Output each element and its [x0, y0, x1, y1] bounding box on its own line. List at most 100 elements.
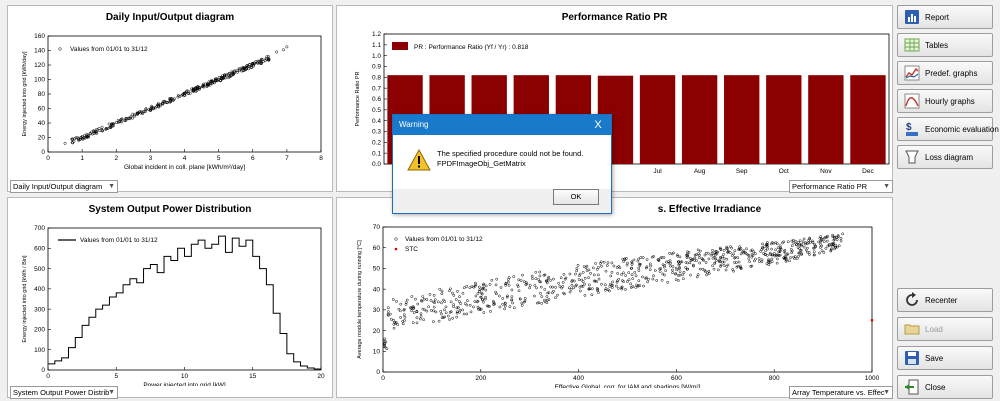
data-point — [724, 268, 728, 272]
data-point — [595, 280, 599, 283]
data-point — [720, 255, 724, 259]
data-point — [462, 286, 466, 290]
data-point — [505, 295, 509, 299]
data-point — [730, 246, 733, 250]
data-point — [785, 258, 788, 262]
data-point — [465, 303, 469, 307]
data-point — [117, 120, 121, 124]
data-point — [632, 258, 636, 262]
data-point — [516, 283, 519, 287]
tables-button[interactable]: Tables — [897, 33, 993, 57]
data-point — [456, 306, 460, 309]
table-icon — [904, 38, 920, 52]
data-point — [479, 296, 483, 299]
data-point — [488, 283, 492, 286]
data-point — [215, 78, 219, 82]
data-point — [545, 295, 549, 298]
dialog-titlebar[interactable]: Warning X — [393, 115, 611, 135]
data-point — [716, 268, 720, 272]
pr-select[interactable]: Performance Ratio PR ▼ — [789, 180, 893, 193]
close-button[interactable]: Close — [897, 375, 993, 399]
economic-evaluation-button[interactable]: $ Economic evaluation — [897, 117, 999, 141]
data-point — [648, 268, 652, 272]
data-point — [205, 84, 209, 88]
data-point — [597, 277, 601, 281]
data-point — [458, 308, 462, 312]
data-point — [637, 266, 641, 270]
data-point — [202, 85, 206, 89]
data-point — [762, 252, 765, 255]
data-point — [133, 114, 137, 118]
data-point — [765, 243, 768, 246]
data-point — [463, 302, 467, 305]
load-button[interactable]: Load — [897, 317, 993, 341]
data-point — [226, 76, 230, 79]
data-point — [90, 132, 94, 136]
data-point — [682, 277, 685, 281]
data-point — [669, 261, 673, 265]
data-point — [662, 256, 666, 259]
data-point — [484, 284, 488, 288]
close-icon[interactable]: X — [594, 119, 602, 131]
data-point — [691, 263, 695, 267]
data-point — [410, 309, 413, 313]
data-point — [831, 242, 834, 245]
daily-io-select[interactable]: Daily Input/Output diagram ▼ — [10, 180, 118, 193]
report-button[interactable]: Report — [897, 5, 993, 29]
data-point — [610, 270, 614, 274]
data-point — [635, 283, 638, 287]
x-tick-label: Nov — [820, 168, 832, 175]
hourly-graphs-button[interactable]: Hourly graphs — [897, 89, 993, 113]
save-button[interactable]: Save — [897, 346, 993, 370]
data-point — [616, 279, 619, 283]
data-point — [658, 270, 662, 273]
data-point — [133, 113, 136, 117]
data-point — [443, 308, 446, 312]
data-point — [538, 270, 542, 274]
data-point — [558, 285, 562, 288]
data-point — [658, 267, 662, 271]
data-point — [535, 286, 538, 290]
data-point — [800, 243, 804, 246]
pr-bar — [681, 75, 718, 164]
data-point — [185, 89, 189, 93]
pr-bar — [766, 75, 802, 164]
power-dist-select[interactable]: System Output Power Distrib ▼ — [10, 386, 118, 399]
data-point — [769, 242, 773, 246]
data-point — [183, 91, 187, 95]
data-point — [597, 273, 600, 277]
data-point — [192, 89, 195, 92]
data-point — [726, 247, 729, 250]
data-point — [504, 282, 507, 286]
data-point — [677, 279, 680, 282]
data-point — [569, 288, 573, 291]
data-point — [534, 277, 538, 280]
y-tick-label: 20 — [38, 135, 46, 142]
data-point — [603, 283, 607, 287]
data-point — [433, 301, 437, 304]
folder-icon — [904, 324, 920, 335]
ok-button[interactable]: OK — [553, 189, 599, 205]
data-point — [715, 259, 718, 262]
data-point — [802, 237, 806, 241]
data-point — [614, 284, 618, 288]
data-point — [401, 320, 405, 323]
data-point — [836, 234, 840, 237]
y-axis-label: Energy injected into grid [kWh/day] — [22, 51, 28, 136]
data-point — [630, 273, 634, 277]
predef-graphs-button[interactable]: Predef. graphs — [897, 61, 993, 85]
data-point — [194, 86, 197, 90]
recenter-button[interactable]: Recenter — [897, 288, 993, 312]
data-point — [254, 59, 258, 63]
data-point — [707, 269, 711, 273]
data-point — [111, 124, 115, 128]
data-point — [452, 305, 455, 309]
data-point — [769, 253, 772, 256]
loss-diagram-button[interactable]: Loss diagram — [897, 145, 993, 169]
data-point — [416, 302, 420, 306]
x-tick-label: 15 — [249, 373, 257, 380]
dialog-title: Warning — [399, 120, 429, 129]
data-point — [667, 261, 671, 265]
temp-select[interactable]: Array Temperature vs. Effec ▼ — [789, 386, 893, 399]
data-point — [782, 250, 786, 253]
